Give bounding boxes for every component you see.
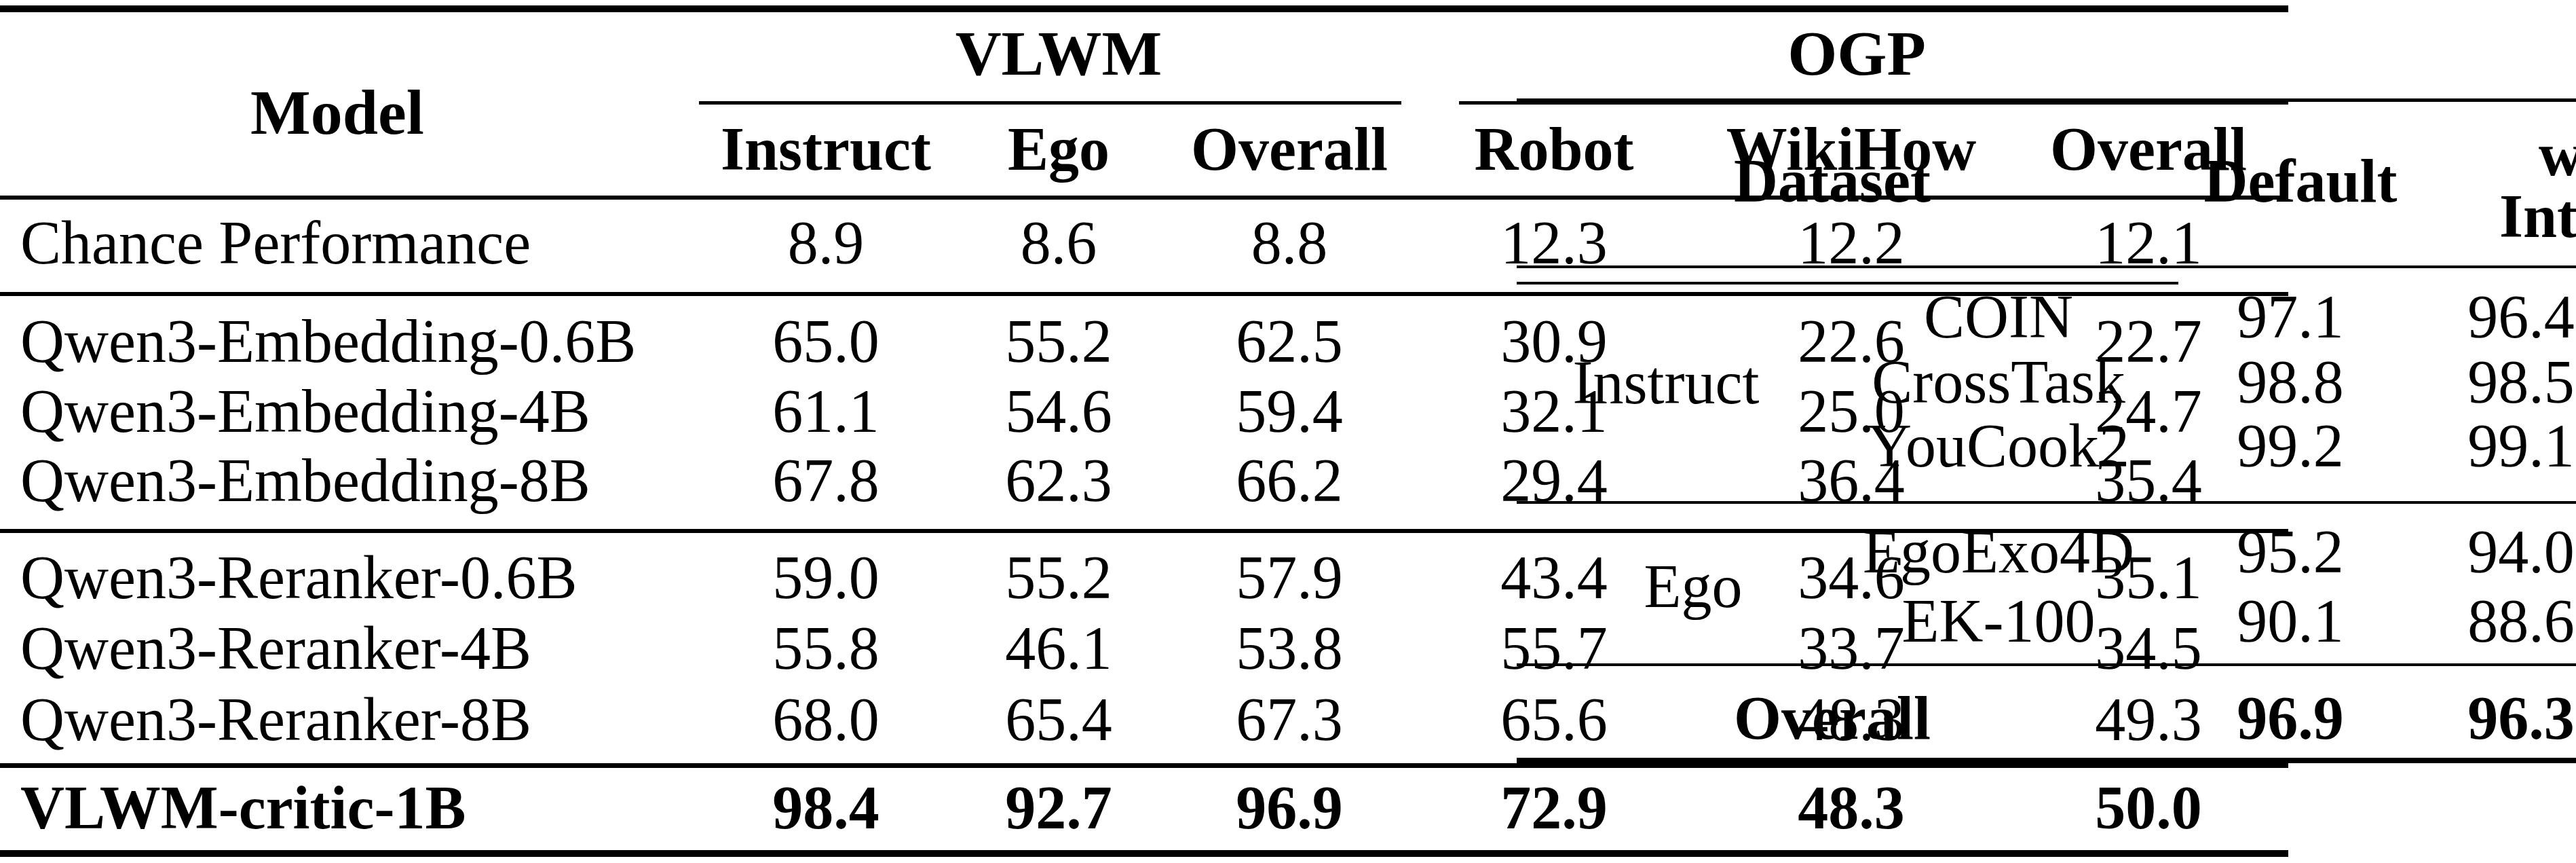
t2-cell: 94.0	[2467, 521, 2575, 583]
t2-dataset: EK-100	[1902, 591, 2096, 652]
t2-cmidrule-dataset	[1517, 282, 2178, 284]
t2-cell: 97.1	[2237, 287, 2344, 348]
t2-rule-after-ego-group	[1517, 663, 2576, 666]
t2-group-label-ego: Ego	[1644, 556, 1743, 617]
t2-bottomrule	[1517, 758, 2576, 763]
t2-header-dataset: Dataset	[1734, 151, 1931, 212]
t2-cell: 88.6	[2467, 591, 2575, 652]
t2-group-label-instruct: Instruct	[1573, 352, 1760, 414]
t2-cell: 90.1	[2237, 591, 2344, 652]
ogp-dataset-breakdown-table: Dataset Default w Int Instruct Ego COIN …	[0, 0, 2576, 863]
t2-header-right-line2: Int	[2499, 186, 2576, 247]
t2-rule-after-instruct-group	[1517, 501, 2576, 504]
t2-cell: 99.2	[2237, 416, 2344, 477]
t2-header-midrule	[1517, 265, 2576, 268]
t2-dataset: CrossTask	[1872, 352, 2125, 413]
t2-cell: 98.5	[2467, 352, 2575, 413]
t2-overall-default: 96.9	[2237, 688, 2344, 749]
t2-dataset: COIN	[1924, 287, 2073, 348]
t2-dataset: YouCook2	[1868, 416, 2129, 477]
t2-cell: 96.4	[2467, 287, 2575, 348]
t2-overall-alt: 96.3	[2467, 688, 2575, 749]
t2-header-default: Default	[2204, 151, 2398, 212]
t2-cell: 99.1	[2467, 416, 2575, 477]
t2-toprule	[1517, 98, 2576, 102]
t2-overall-label: Overall	[1734, 688, 1931, 749]
t2-cell: 98.8	[2237, 352, 2344, 413]
t2-dataset: EgoExo4D	[1863, 521, 2134, 583]
t2-header-right-line1: w	[2539, 124, 2576, 185]
t2-cell: 95.2	[2237, 521, 2344, 583]
